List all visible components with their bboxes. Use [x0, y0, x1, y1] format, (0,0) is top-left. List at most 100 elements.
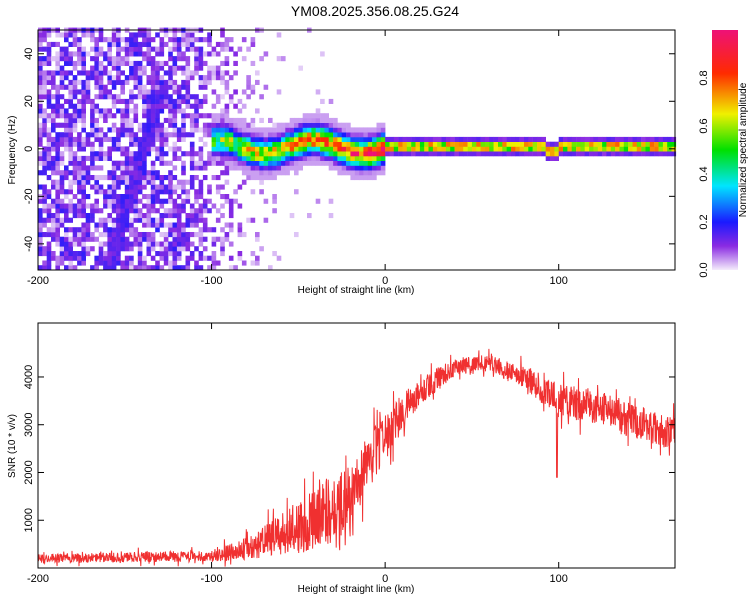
heatmap-cell	[111, 198, 117, 204]
heatmap-cell	[255, 236, 260, 242]
heatmap-cell	[111, 208, 117, 214]
heatmap-cell	[198, 160, 204, 166]
heatmap-cell	[38, 70, 43, 76]
heatmap-cell	[189, 103, 195, 109]
heatmap-cell	[103, 232, 108, 238]
heatmap-cell	[59, 222, 65, 228]
heatmap-cell	[215, 127, 221, 133]
heatmap-cell	[346, 146, 351, 152]
heatmap-cell	[350, 151, 355, 157]
heatmap-cell	[445, 146, 451, 152]
heatmap-cell	[320, 160, 325, 166]
heatmap-cell	[146, 94, 152, 100]
heatmap-cell	[68, 227, 73, 233]
heatmap-cell	[658, 141, 664, 147]
heatmap-cell	[428, 141, 434, 147]
heatmap-cell	[402, 151, 408, 157]
heatmap-cell	[72, 79, 78, 85]
heatmap-cell	[94, 122, 99, 128]
heatmap-cell	[94, 155, 99, 161]
heatmap-cell	[628, 151, 633, 157]
heatmap-cell	[250, 155, 256, 161]
heatmap-cell	[38, 265, 43, 271]
heatmap-cell	[42, 151, 47, 157]
heatmap-cell	[311, 122, 316, 128]
heatmap-cell	[567, 136, 572, 142]
heatmap-cell	[445, 136, 451, 142]
heatmap-cell	[215, 208, 221, 214]
heatmap-cell	[81, 70, 86, 76]
heatmap-cell	[541, 141, 546, 147]
heatmap-cell	[159, 122, 165, 128]
heatmap-cell	[137, 170, 143, 176]
heatmap-cell	[224, 127, 230, 133]
heatmap-cell	[367, 136, 373, 142]
heatmap-cell	[155, 251, 160, 257]
heatmap-cell	[224, 84, 230, 90]
heatmap-cell	[207, 208, 212, 214]
heatmap-cell	[285, 136, 290, 142]
heatmap-cell	[467, 136, 473, 142]
heatmap-cell	[228, 117, 234, 123]
heatmap-cell	[211, 203, 217, 209]
heatmap-cell	[176, 179, 182, 185]
heatmap-cell	[107, 37, 112, 43]
heatmap-cell	[367, 155, 373, 161]
heatmap-cell	[159, 241, 165, 247]
heatmap-cell	[163, 89, 169, 95]
heatmap-cell	[641, 141, 646, 147]
heatmap-cell	[68, 113, 73, 119]
heatmap-cell	[320, 98, 325, 104]
heatmap-cell	[94, 127, 99, 133]
heatmap-cell	[68, 84, 73, 90]
heatmap-cell	[272, 151, 277, 157]
heatmap-cell	[228, 46, 234, 52]
heatmap-cell	[124, 132, 130, 138]
heatmap-cell	[363, 132, 368, 138]
heatmap-cell	[176, 103, 182, 109]
heatmap-cell	[176, 56, 182, 62]
heatmap-cell	[77, 98, 82, 104]
heatmap-cell	[42, 94, 47, 100]
heatmap-cell	[224, 179, 230, 185]
heatmap-cell	[142, 51, 147, 57]
heatmap-cell	[276, 141, 282, 147]
heatmap-cell	[372, 175, 377, 181]
heatmap-cell	[59, 132, 65, 138]
y-tick-label: 0	[23, 146, 35, 152]
heatmap-cell	[116, 37, 121, 43]
heatmap-cell	[241, 146, 247, 152]
heatmap-cell	[181, 203, 186, 209]
heatmap-cell	[189, 113, 195, 119]
heatmap-cell	[168, 241, 173, 247]
heatmap-cell	[137, 155, 143, 161]
heatmap-cell	[189, 127, 195, 133]
heatmap-cell	[51, 217, 56, 223]
heatmap-cell	[207, 151, 212, 157]
heatmap-cell	[81, 141, 86, 147]
heatmap-cell	[328, 165, 334, 171]
heatmap-cell	[72, 65, 78, 71]
heatmap-cell	[77, 146, 82, 152]
heatmap-cell	[220, 184, 225, 190]
heatmap-cell	[116, 160, 121, 166]
heatmap-cell	[189, 94, 195, 100]
heatmap-cell	[532, 146, 538, 152]
heatmap-cell	[59, 170, 65, 176]
heatmap-cell	[380, 141, 386, 147]
heatmap-cell	[137, 122, 143, 128]
heatmap-cell	[311, 155, 316, 161]
heatmap-cell	[385, 146, 390, 152]
heatmap-cell	[120, 232, 125, 238]
heatmap-cell	[64, 132, 69, 138]
heatmap-cell	[320, 113, 325, 119]
heatmap-cell	[68, 155, 73, 161]
heatmap-cell	[146, 265, 152, 271]
heatmap-cell	[246, 160, 251, 166]
heatmap-cell	[133, 136, 139, 142]
heatmap-cell	[85, 175, 91, 181]
heatmap-cell	[55, 70, 60, 76]
heatmap-cell	[81, 203, 86, 209]
heatmap-cell	[289, 141, 295, 147]
heatmap-cell	[228, 155, 234, 161]
